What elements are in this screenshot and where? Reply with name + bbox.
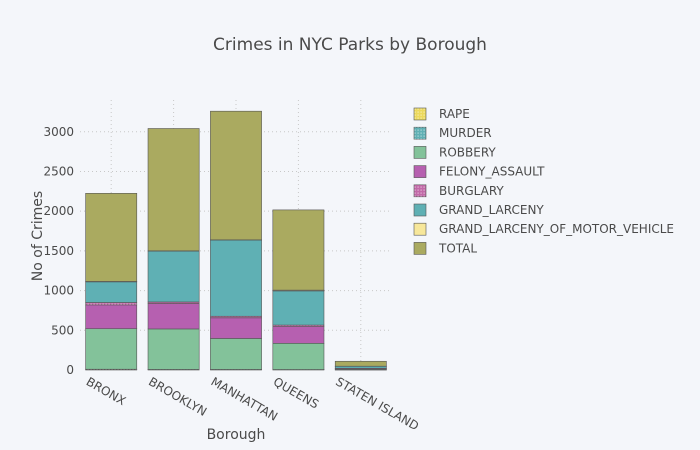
y-tick-label: 1000: [43, 284, 74, 298]
bar-segment: [272, 290, 325, 326]
bar-segment-pattern: [85, 369, 137, 370]
bar-segment: [210, 110, 262, 241]
bar-segment-pattern: [148, 301, 200, 304]
legend-label: GRAND_LARCENY_OF_MOTOR_VEHICLE: [439, 222, 674, 236]
legend: RAPE MURDER ROBBERY FELONY_ASSAULT BURGLARY G…: [413, 107, 674, 255]
legend-label: TOTAL: [438, 241, 477, 255]
bar-segment: [147, 250, 200, 303]
legend-swatch-pattern: [414, 108, 426, 120]
x-tick-label: STATEN ISLAND: [333, 374, 421, 433]
chart-title: Crimes in NYC Parks by Borough: [213, 35, 487, 55]
bars: [85, 110, 387, 371]
y-axis-title: No of Crimes: [30, 191, 46, 281]
bar-segment-pattern: [85, 302, 137, 305]
y-tick-label: 3000: [43, 125, 74, 139]
x-tick-label: BROOKLYN: [146, 374, 209, 418]
legend-swatch-pattern: [414, 184, 426, 197]
y-tick-label: 0: [66, 363, 74, 377]
bar-segment: [85, 304, 138, 330]
bar-segment-pattern: [272, 325, 324, 327]
x-tick-label: QUEENS: [271, 374, 321, 411]
bar-segment: [210, 239, 262, 317]
bar-segment: [210, 338, 262, 370]
bar-segment: [147, 303, 200, 330]
legend-label: MURDER: [439, 126, 492, 140]
y-axis-ticks: 0 500 1000 1500 2000 2500 3000: [43, 125, 74, 377]
legend-swatch: [413, 222, 427, 236]
bar-segment: [85, 193, 138, 282]
x-tick-label: BRONX: [84, 374, 128, 408]
bar-segment: [85, 328, 138, 370]
y-tick-label: 500: [51, 323, 74, 337]
y-tick-label: 1500: [43, 244, 74, 258]
bar-segment: [334, 360, 387, 367]
bar-segment: [272, 326, 325, 344]
bar-segment-pattern: [210, 316, 262, 318]
legend-swatch-pattern: [414, 127, 426, 140]
legend-label: GRAND_LARCENY: [439, 203, 544, 217]
legend-swatch: [413, 242, 427, 255]
x-axis-title: Borough: [207, 427, 266, 443]
bar-segment: [272, 343, 325, 370]
y-tick-label: 2500: [43, 164, 74, 178]
legend-label: RAPE: [439, 107, 470, 121]
bar-segment: [147, 328, 200, 370]
legend-label: FELONY_ASSAULT: [439, 165, 545, 179]
x-tick-label: MANHATTAN: [209, 374, 281, 423]
legend-label: ROBBERY: [439, 145, 496, 159]
legend-swatch: [413, 146, 427, 159]
legend-swatch: [413, 165, 427, 178]
legend-label: BURGLARY: [439, 184, 504, 198]
bar-segment: [85, 281, 138, 303]
y-tick-label: 2000: [43, 204, 74, 218]
bar-segment: [147, 128, 200, 252]
legend-swatch: [413, 203, 427, 217]
bar-segment: [210, 317, 262, 339]
bar-segment: [272, 209, 325, 291]
